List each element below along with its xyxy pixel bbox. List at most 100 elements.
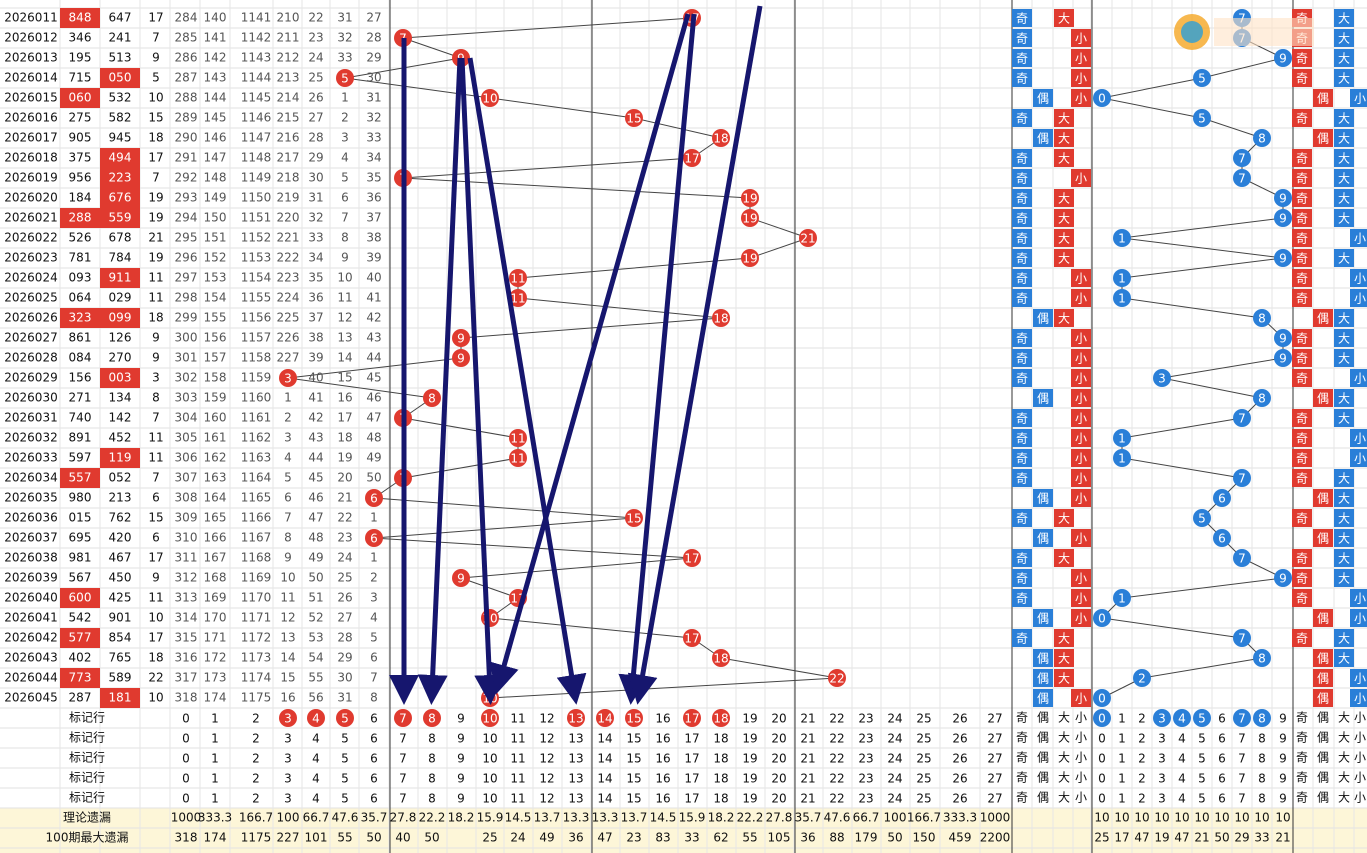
tail-column: 8 [1258, 732, 1266, 746]
marked-ball [596, 709, 614, 727]
sum-link [373, 517, 635, 539]
sum-column: 3 [284, 752, 292, 766]
omission: 286 [175, 51, 198, 65]
sum-column: 6 [370, 792, 378, 806]
omission: 1147 [241, 131, 272, 145]
marked-ball [279, 709, 297, 727]
tail-ball-label: 5 [1198, 72, 1206, 86]
highlight [60, 208, 100, 228]
number: 854 [109, 631, 132, 645]
omission: 294 [175, 211, 198, 225]
number: 911 [109, 271, 132, 285]
summary-value: 227 [277, 831, 300, 845]
summary-value: 10 [1234, 811, 1249, 825]
span: 18 [148, 311, 163, 325]
omission: 1155 [241, 291, 272, 305]
tail-column: 6 [1218, 792, 1226, 806]
flag-box [1292, 109, 1312, 127]
omission: 35 [308, 271, 323, 285]
issue: 2026027 [4, 331, 57, 345]
omission: 1159 [241, 371, 272, 385]
flag-box [1071, 429, 1091, 447]
omission: 3 [370, 591, 378, 605]
summary-value: 101 [305, 831, 328, 845]
summary-value: 18.2 [448, 811, 475, 825]
omission: 32 [337, 31, 352, 45]
sum-ball-label: 19 [742, 252, 757, 266]
sum-ball [336, 69, 354, 87]
omission: 296 [175, 251, 198, 265]
omission: 213 [277, 71, 300, 85]
sum-column: 3 [284, 712, 292, 726]
flag-box [1334, 469, 1354, 487]
tail-ball-label: 7 [1238, 632, 1246, 646]
omission: 1162 [241, 431, 272, 445]
sum-link [402, 17, 693, 39]
sum-ball-label: 17 [684, 632, 699, 646]
summary-value: 62 [713, 831, 728, 845]
flag-box [1033, 389, 1053, 407]
sum-column: 15 [626, 732, 641, 746]
omission: 16 [337, 391, 352, 405]
summary-value: 10 [1174, 811, 1189, 825]
number: 765 [109, 651, 132, 665]
summary-value: 22.2 [419, 811, 446, 825]
flag-box [1292, 49, 1312, 67]
summary-value: 2200 [980, 831, 1011, 845]
sum-column: 8 [428, 712, 436, 726]
omission: 310 [175, 531, 198, 545]
omission: 162 [204, 451, 227, 465]
marker-label: 标记行 [69, 751, 105, 765]
sum-ball [509, 269, 527, 287]
span: 7 [152, 171, 160, 185]
tail-column: 8 [1258, 712, 1266, 726]
marked-ball [1253, 709, 1271, 727]
omission: 285 [175, 31, 198, 45]
number: 848 [69, 11, 92, 25]
tail-column: 3 [1158, 732, 1166, 746]
omission: 1156 [241, 311, 272, 325]
omission: 31 [337, 691, 352, 705]
summary-value: 21 [1194, 831, 1209, 845]
omission: 11 [280, 591, 295, 605]
omission: 223 [277, 271, 300, 285]
flag: 偶 [1037, 652, 1049, 666]
sum-link [460, 577, 519, 599]
flag-box [1071, 269, 1091, 287]
sum-ball-label: 10 [482, 692, 497, 706]
omission: 160 [204, 411, 227, 425]
omission: 43 [366, 331, 381, 345]
number: 223 [109, 171, 132, 185]
logo [1174, 14, 1314, 50]
flag: 小 [1075, 52, 1087, 66]
flag: 大 [1058, 212, 1070, 226]
omission: 37 [308, 311, 323, 325]
omission: 36 [308, 291, 323, 305]
flag-box [1033, 689, 1053, 707]
tail-ball-label: 8 [1258, 392, 1266, 406]
flag: 大 [1338, 392, 1350, 406]
flag-box [1292, 509, 1312, 527]
flag-label: 奇 [1296, 731, 1308, 745]
omission: 305 [175, 431, 198, 445]
tail-column: 0 [1098, 712, 1106, 726]
sum-column: 13 [568, 712, 583, 726]
sum-ball [683, 629, 701, 647]
tail-ball [1233, 149, 1251, 167]
issue: 2026017 [4, 131, 57, 145]
flag: 奇 [1296, 372, 1308, 386]
tail-column: 4 [1178, 772, 1186, 786]
sum-column: 25 [916, 732, 931, 746]
flag-box [1054, 9, 1074, 27]
flag: 大 [1058, 252, 1070, 266]
flag-box [1071, 569, 1091, 587]
span: 11 [148, 431, 163, 445]
tail-ball [1274, 329, 1292, 347]
flag-box [1313, 489, 1333, 507]
flag: 奇 [1016, 432, 1028, 446]
tail-column: 0 [1098, 732, 1106, 746]
number: 126 [109, 331, 132, 345]
omission: 56 [308, 691, 323, 705]
